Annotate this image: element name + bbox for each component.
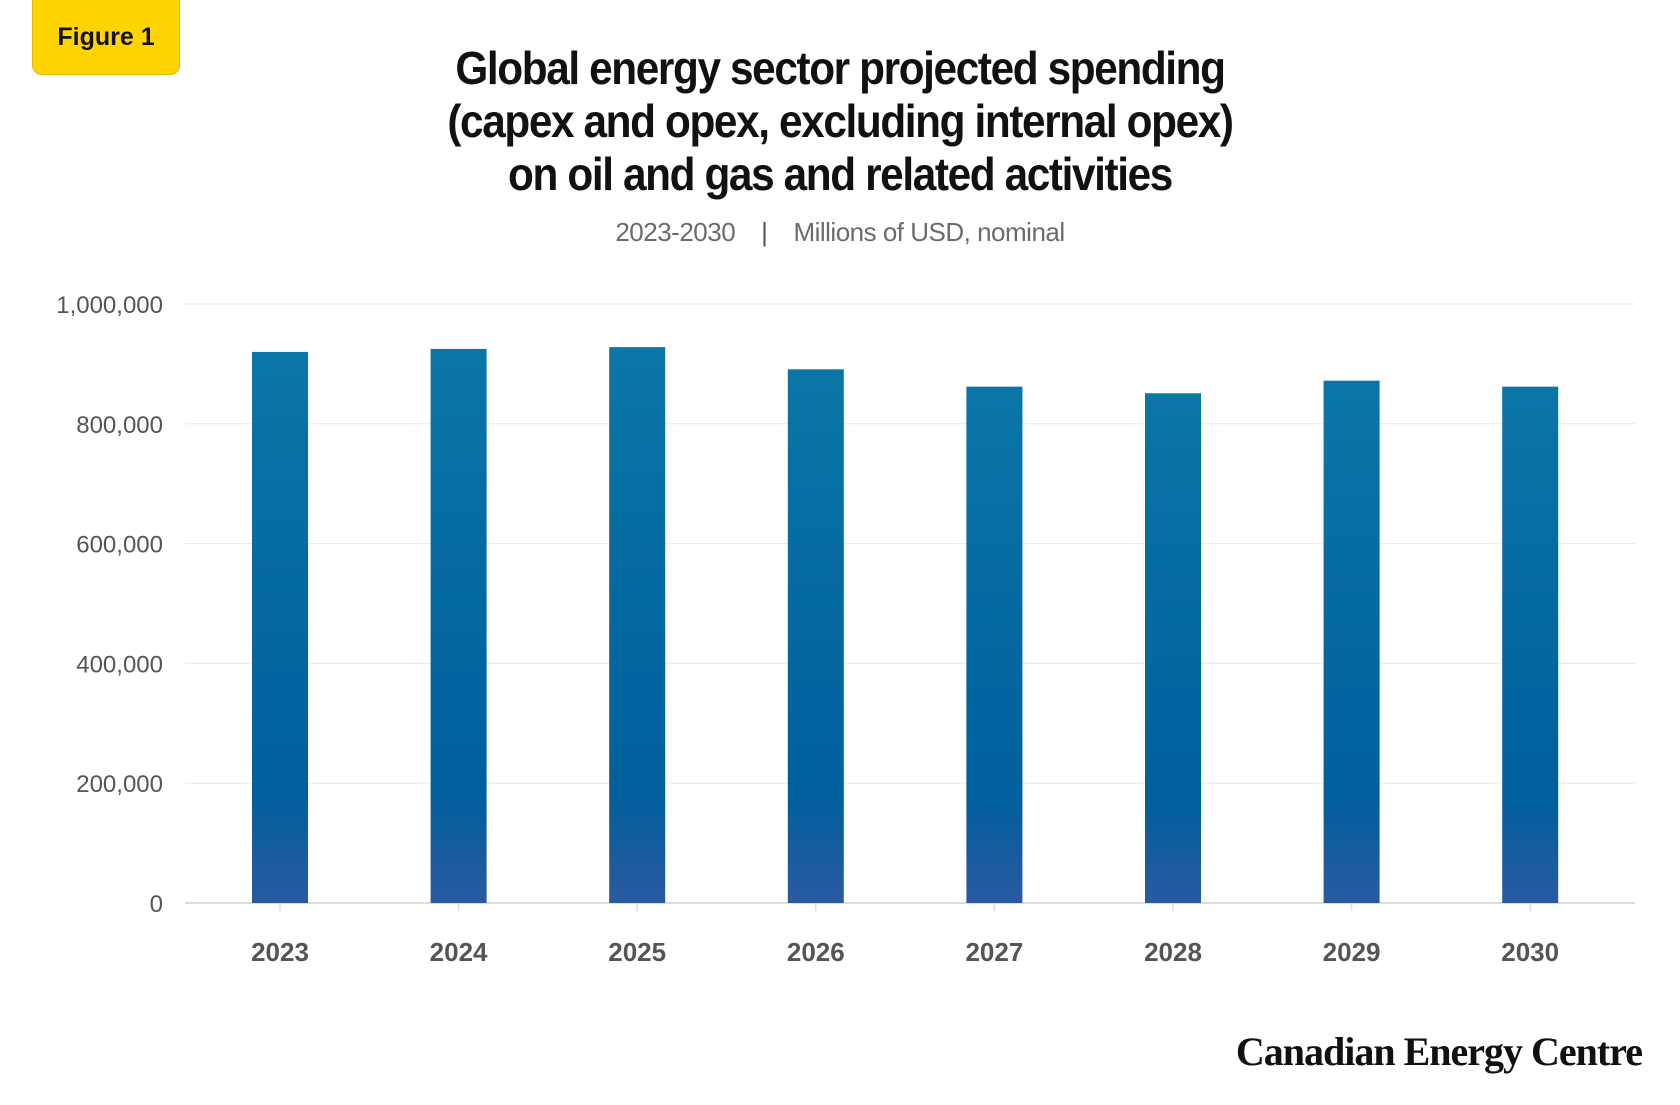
bar-2023 — [252, 351, 308, 903]
bar-2026 — [787, 369, 844, 903]
y-tick-label: 800,000 — [76, 412, 163, 439]
gridlines — [185, 303, 1635, 904]
figure-badge: Figure 1 — [32, 0, 180, 75]
chart-subtitle: 2023-2030 | Millions of USD, nominal — [340, 217, 1340, 248]
y-tick-label: 600,000 — [76, 532, 163, 559]
subtitle-separator: | — [761, 217, 768, 247]
y-tick-label: 400,000 — [76, 651, 163, 678]
chart-title-line-2: (capex and opex, excluding internal opex… — [447, 95, 1234, 147]
y-tick-label: 200,000 — [76, 771, 163, 798]
y-tick-label: 0 — [150, 891, 163, 918]
x-tick-label: 2028 — [1144, 937, 1202, 967]
bar-2029 — [1323, 380, 1380, 903]
x-tick-label: 2023 — [251, 937, 309, 967]
chart-title: Global energy sector projected spending … — [380, 42, 1300, 201]
bar-2027 — [966, 386, 1023, 903]
x-tick-label: 2025 — [608, 937, 666, 967]
y-tick-label: 1,000,000 — [56, 292, 163, 319]
subtitle-period: 2023-2030 — [615, 217, 736, 247]
subtitle-units: Millions of USD, nominal — [793, 217, 1065, 247]
chart-title-line-3: on oil and gas and related activities — [508, 148, 1173, 200]
x-tick-label: 2024 — [430, 937, 488, 967]
brand-logo: Canadian Energy Centre — [1235, 1029, 1643, 1074]
bar-2025 — [609, 347, 666, 903]
x-tick-label: 2027 — [965, 937, 1023, 967]
x-tick-label: 2026 — [787, 937, 845, 967]
bar-2024 — [430, 348, 487, 903]
x-tick-label: 2030 — [1501, 937, 1559, 967]
chart-title-line-1: Global energy sector projected spending — [455, 42, 1226, 94]
bars — [252, 347, 1559, 903]
bar-2030 — [1502, 386, 1559, 903]
x-axis-ticks: 2023 2024 2025 2026 2027 2028 2029 2030 — [251, 903, 1559, 967]
y-axis-ticks: 0 200,000 400,000 600,000 800,000 1,000,000 — [56, 292, 163, 918]
bar-2028 — [1145, 393, 1201, 903]
x-tick-label: 2029 — [1323, 937, 1381, 967]
